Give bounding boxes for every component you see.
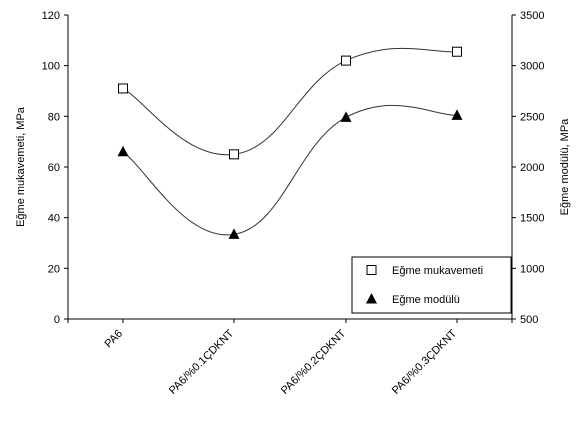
left-tick-label: 80: [48, 111, 60, 123]
modul-point: [340, 111, 352, 122]
left-axis-title: Eğme mukavemeti, MPa: [15, 106, 27, 227]
series-0-curve: [122, 47, 458, 156]
legend-label: Eğme mukavemeti: [392, 265, 483, 277]
modul-point: [228, 228, 240, 239]
x-category-label: PA6/%0.3ÇDKNT: [390, 327, 459, 396]
left-tick-label: 20: [48, 263, 60, 275]
left-tick-label: 0: [54, 314, 60, 326]
right-tick-label: 1000: [520, 263, 544, 275]
modul-point: [451, 109, 463, 120]
right-tick-label: 2500: [520, 111, 544, 123]
x-category-label: PA6: [103, 328, 126, 351]
left-tick-label: 100: [42, 61, 60, 73]
left-tick-label: 120: [42, 10, 60, 22]
legend-marker-square: [366, 265, 377, 275]
series-1-curve: [122, 104, 458, 236]
x-category-label: PA6/%0.1ÇDKNT: [167, 327, 236, 396]
left-tick-label: 40: [48, 213, 60, 225]
mukavemet-point: [341, 55, 351, 66]
mukavemet-point: [229, 149, 239, 160]
right-tick-label: 1500: [520, 213, 544, 225]
modul-point: [117, 145, 129, 157]
x-category-label: PA6/%0.2ÇDKNT: [279, 327, 348, 396]
mukavemet-point: [118, 83, 128, 94]
right-tick-label: 3000: [520, 61, 544, 73]
legend-box: [351, 256, 512, 314]
legend-marker-triangle: [366, 293, 377, 304]
mukavemet-point: [452, 46, 462, 57]
legend-label: Eğme modülü: [392, 294, 460, 306]
left-tick-label: 60: [48, 162, 60, 174]
right-tick-label: 3500: [520, 10, 544, 22]
right-tick-label: 500: [520, 314, 538, 326]
right-axis-title: Eğme modülü, MPa: [559, 118, 571, 215]
right-tick-label: 2000: [520, 162, 544, 174]
